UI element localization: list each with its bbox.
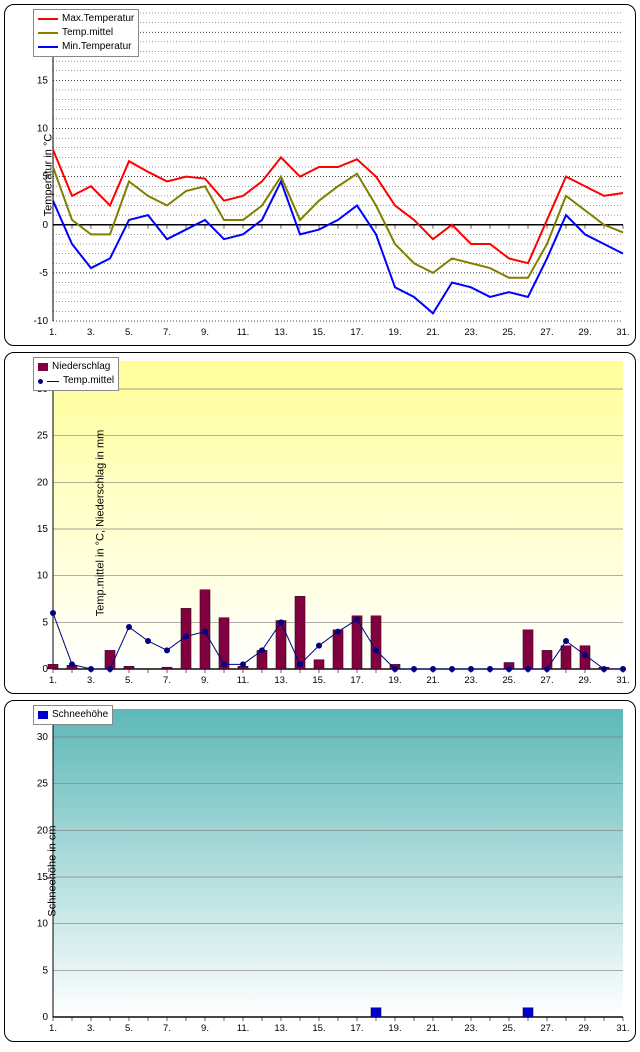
svg-text:20: 20 [37, 477, 49, 488]
svg-text:27.: 27. [540, 675, 553, 686]
legend: NiederschlagTemp.mittel [33, 357, 119, 391]
svg-text:7.: 7. [163, 1023, 171, 1034]
svg-text:19.: 19. [388, 327, 401, 338]
svg-text:23.: 23. [464, 675, 477, 686]
legend-label: Temp.mittel [62, 26, 113, 40]
svg-text:-10: -10 [34, 316, 49, 327]
svg-text:27.: 27. [540, 327, 553, 338]
svg-text:29.: 29. [578, 675, 591, 686]
svg-text:15.: 15. [312, 327, 325, 338]
svg-text:31.: 31. [616, 1023, 629, 1034]
svg-text:0: 0 [42, 220, 48, 231]
precipitation-chart: Temp.mittel in °C, Niederschlag in mm Nie… [4, 352, 636, 694]
y-axis-label: Schneehöhe in cm [47, 825, 59, 916]
svg-text:17.: 17. [350, 1023, 363, 1034]
legend: Schneehöhe [33, 705, 113, 725]
svg-text:29.: 29. [578, 327, 591, 338]
svg-text:0: 0 [42, 1012, 48, 1023]
svg-text:17.: 17. [350, 675, 363, 686]
svg-text:7.: 7. [163, 675, 171, 686]
svg-text:11.: 11. [237, 1023, 250, 1034]
svg-text:5.: 5. [125, 675, 133, 686]
svg-text:9.: 9. [201, 1023, 209, 1034]
svg-text:5: 5 [42, 617, 48, 628]
svg-text:19.: 19. [388, 1023, 401, 1034]
svg-text:17.: 17. [350, 327, 363, 338]
svg-text:15: 15 [37, 524, 49, 535]
svg-text:3.: 3. [87, 675, 95, 686]
svg-text:7.: 7. [163, 327, 171, 338]
y-axis-label: Temperatur in °C [42, 134, 54, 217]
svg-text:13.: 13. [274, 1023, 287, 1034]
svg-text:5.: 5. [125, 1023, 133, 1034]
legend: Max.TemperaturTemp.mittelMin.Temperatur [33, 9, 139, 57]
svg-text:21.: 21. [426, 327, 439, 338]
legend-label: Max.Temperatur [62, 12, 134, 26]
svg-text:9.: 9. [201, 327, 209, 338]
svg-text:1.: 1. [49, 1023, 57, 1034]
svg-text:1.: 1. [49, 675, 57, 686]
svg-text:21.: 21. [426, 1023, 439, 1034]
svg-text:15: 15 [37, 75, 49, 86]
svg-text:25.: 25. [502, 1023, 515, 1034]
svg-text:-5: -5 [39, 268, 48, 279]
temperature-chart: Temperatur in °C Max.TemperaturTemp.mitte… [4, 4, 636, 346]
legend-label: Schneehöhe [52, 708, 108, 722]
y-axis-label: Temp.mittel in °C, Niederschlag in mm [94, 430, 106, 617]
legend-label: Niederschlag [52, 360, 110, 374]
svg-text:19.: 19. [388, 675, 401, 686]
svg-text:0: 0 [42, 664, 48, 675]
legend-label: Temp.mittel [63, 374, 114, 388]
svg-text:5.: 5. [125, 327, 133, 338]
svg-text:11.: 11. [237, 675, 250, 686]
svg-text:27.: 27. [540, 1023, 553, 1034]
svg-text:10: 10 [37, 571, 49, 582]
svg-text:3.: 3. [87, 1023, 95, 1034]
svg-text:23.: 23. [464, 1023, 477, 1034]
svg-text:13.: 13. [274, 675, 287, 686]
svg-text:15.: 15. [312, 1023, 325, 1034]
svg-text:30: 30 [37, 732, 49, 743]
svg-text:9.: 9. [201, 675, 209, 686]
svg-text:25.: 25. [502, 327, 515, 338]
svg-text:25: 25 [37, 431, 49, 442]
svg-text:5: 5 [42, 965, 48, 976]
svg-text:23.: 23. [464, 327, 477, 338]
svg-text:31.: 31. [616, 675, 629, 686]
svg-text:29.: 29. [578, 1023, 591, 1034]
svg-text:25.: 25. [502, 675, 515, 686]
svg-text:13.: 13. [274, 327, 287, 338]
snow-chart: Schneehöhe in cmSchneehöhe 0510152025301… [4, 700, 636, 1042]
svg-text:25: 25 [37, 779, 49, 790]
svg-text:11.: 11. [237, 327, 250, 338]
svg-text:31.: 31. [616, 327, 629, 338]
svg-text:10: 10 [37, 919, 49, 930]
svg-text:1.: 1. [49, 327, 57, 338]
svg-text:3.: 3. [87, 327, 95, 338]
svg-text:21.: 21. [426, 675, 439, 686]
legend-label: Min.Temperatur [62, 40, 131, 54]
svg-text:15.: 15. [312, 675, 325, 686]
